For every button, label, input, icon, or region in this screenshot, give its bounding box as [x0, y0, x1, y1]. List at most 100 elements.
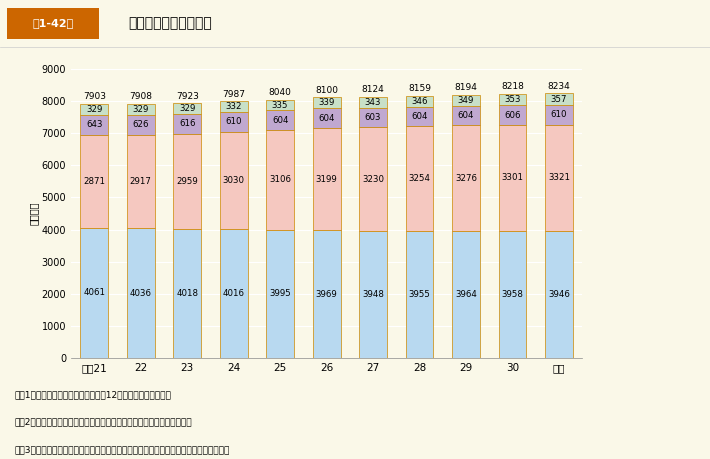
Bar	[173, 103, 201, 114]
FancyBboxPatch shape	[7, 8, 99, 39]
Text: 4018: 4018	[176, 289, 198, 298]
Bar	[498, 231, 526, 358]
Bar	[359, 128, 387, 231]
Bar	[312, 108, 341, 128]
Text: 610: 610	[225, 118, 242, 126]
Bar	[127, 228, 155, 358]
Text: 329: 329	[133, 105, 149, 114]
Bar	[405, 96, 434, 107]
Bar	[80, 228, 108, 358]
Bar	[359, 231, 387, 358]
Text: 8040: 8040	[268, 88, 292, 97]
Bar	[545, 94, 573, 105]
Text: 3199: 3199	[316, 174, 337, 184]
Bar	[219, 112, 248, 132]
Bar	[545, 231, 573, 358]
Bar	[452, 106, 480, 125]
Text: 603: 603	[365, 113, 381, 122]
Text: 3106: 3106	[269, 175, 291, 184]
Text: 4061: 4061	[83, 288, 105, 297]
Text: 3948: 3948	[362, 290, 384, 299]
Text: 3995: 3995	[269, 289, 291, 298]
Bar	[127, 104, 155, 114]
Text: 4036: 4036	[130, 289, 152, 298]
Text: 604: 604	[458, 111, 474, 120]
Text: 3254: 3254	[408, 174, 430, 183]
Bar	[405, 231, 434, 358]
Text: 8124: 8124	[361, 85, 384, 95]
Bar	[80, 115, 108, 135]
Text: 339: 339	[318, 98, 335, 107]
Text: 7923: 7923	[176, 92, 199, 101]
Text: 604: 604	[411, 112, 428, 121]
Text: 604: 604	[272, 116, 288, 125]
Bar	[405, 107, 434, 126]
Text: 332: 332	[225, 102, 242, 111]
Bar	[452, 95, 480, 106]
Text: 7908: 7908	[129, 92, 152, 101]
Bar	[545, 105, 573, 124]
Text: 4016: 4016	[223, 289, 245, 298]
Text: 643: 643	[86, 120, 102, 129]
Text: 357: 357	[551, 95, 567, 104]
Bar	[127, 134, 155, 228]
Text: 616: 616	[179, 119, 195, 129]
Bar	[545, 124, 573, 231]
Bar	[80, 135, 108, 228]
Bar	[266, 100, 294, 111]
Text: 8234: 8234	[547, 82, 570, 91]
Text: 3030: 3030	[223, 176, 245, 185]
Text: 610: 610	[551, 110, 567, 119]
Text: 第1-42図: 第1-42図	[33, 18, 74, 28]
Text: 606: 606	[504, 111, 520, 119]
Bar	[173, 134, 201, 229]
Bar	[80, 104, 108, 115]
Bar	[498, 125, 526, 231]
Bar	[127, 114, 155, 134]
Bar	[312, 97, 341, 108]
Text: 2917: 2917	[130, 177, 152, 186]
Text: 注　1　国土交通省資料により、各年12月末現在の値である。: 注 1 国土交通省資料により、各年12月末現在の値である。	[14, 390, 171, 399]
Text: 329: 329	[86, 105, 102, 114]
Text: 3　単位未満は四捨五入しているため、内訳の合計が全体と一致しないことがある。: 3 単位未満は四捨五入しているため、内訳の合計が全体と一致しないことがある。	[14, 445, 229, 454]
Bar	[219, 229, 248, 358]
Text: 2871: 2871	[83, 177, 105, 186]
Text: 2959: 2959	[176, 177, 198, 186]
Text: 3301: 3301	[501, 174, 523, 182]
Text: 3958: 3958	[501, 290, 523, 299]
Text: 3946: 3946	[548, 290, 570, 299]
Text: 8100: 8100	[315, 86, 338, 95]
Text: 3276: 3276	[455, 174, 477, 183]
Text: 自動車保有台数の推移: 自動車保有台数の推移	[128, 16, 212, 30]
Text: 8218: 8218	[501, 83, 524, 91]
Text: 3321: 3321	[548, 174, 570, 182]
Y-axis label: （万台）: （万台）	[28, 202, 39, 225]
Bar	[452, 231, 480, 358]
Text: 335: 335	[272, 101, 288, 110]
Bar	[498, 105, 526, 125]
Bar	[405, 126, 434, 231]
Bar	[266, 111, 294, 130]
Text: 626: 626	[133, 120, 149, 129]
Bar	[219, 101, 248, 112]
Bar	[312, 128, 341, 230]
Text: 7903: 7903	[83, 93, 106, 101]
Text: 7987: 7987	[222, 90, 245, 99]
Text: 349: 349	[458, 96, 474, 105]
Bar	[173, 229, 201, 358]
Bar	[312, 230, 341, 358]
Text: 8194: 8194	[454, 83, 477, 92]
Bar	[266, 230, 294, 358]
Text: 2　第１種及び第２種原動機付自転車並びに小型特殊自動車を除く。: 2 第１種及び第２種原動機付自転車並びに小型特殊自動車を除く。	[14, 418, 192, 427]
Text: 8159: 8159	[408, 84, 431, 93]
Text: 343: 343	[365, 98, 381, 107]
Bar	[359, 97, 387, 108]
Bar	[359, 108, 387, 128]
Bar	[219, 132, 248, 229]
Bar	[452, 125, 480, 231]
Text: 3964: 3964	[455, 290, 477, 299]
Text: 346: 346	[411, 97, 428, 106]
Text: 3969: 3969	[316, 290, 337, 299]
Text: 353: 353	[504, 95, 520, 104]
Text: 329: 329	[179, 104, 195, 113]
